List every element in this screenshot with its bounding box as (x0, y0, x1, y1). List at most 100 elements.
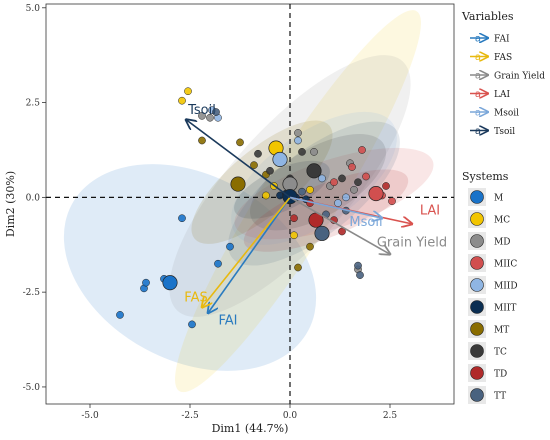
y-tick-label: 5.0 (26, 4, 41, 14)
legend-label: Msoil (494, 109, 519, 119)
point-tc (298, 148, 306, 156)
legend-item-grain-yield: a Grain Yield (470, 71, 545, 82)
legend-label: FAS (494, 53, 512, 63)
arrow-label-fas: FAS (184, 291, 207, 306)
centroid-miid (272, 151, 288, 168)
point-md (310, 148, 318, 156)
legend-key-point (470, 234, 484, 248)
y-tick-label: 2.5 (26, 99, 41, 109)
centroid-mt (230, 176, 246, 192)
arrow-fas (202, 196, 291, 307)
arrow-label-lai: LAI (420, 203, 440, 218)
point-tc (266, 166, 274, 175)
point-mc (178, 96, 186, 105)
legend-key-point (470, 212, 484, 226)
point-m (214, 259, 222, 268)
legend-label: MC (494, 216, 510, 226)
legend-item-mc: MC (468, 210, 510, 228)
arrow-label-tsoil: Tsoil (187, 103, 216, 118)
legend-item-md: MD (468, 232, 510, 250)
arrow-label-fai: FAI (218, 313, 237, 328)
legend-key-point (470, 278, 484, 292)
point-miic (358, 146, 366, 154)
point-td (338, 227, 346, 236)
axes: -5.0 -2.5 0.0 2.5 5.0 2.5 0.0 -2.5 -5.0 (23, 4, 398, 421)
legend-item-m: M (468, 188, 503, 206)
legend-label: MD (494, 238, 510, 248)
legend-label: Tsoil (494, 127, 515, 137)
point-md (206, 113, 214, 122)
legend-label: LAI (494, 90, 510, 100)
point-tt (356, 271, 364, 279)
legend-label: MIIT (494, 304, 516, 314)
legend-arrow-letter: a (475, 52, 481, 63)
arrow-label-grain-yield: Grain Yield (377, 236, 447, 251)
ellipse-miit (234, 160, 330, 219)
legend-key-point (470, 388, 484, 402)
arrow-fai (208, 196, 291, 313)
centroid-miic (368, 186, 384, 202)
systems-legend: Systems M MC MD MIIC MIID MIIT MT TC TD TT (462, 170, 518, 404)
legend-label: MIIC (494, 260, 517, 270)
legend-item-msoil: a Msoil (470, 108, 519, 119)
ellipse-miid (231, 111, 397, 245)
y-axis-title: Dim2 (30%) (4, 171, 17, 237)
legend-key-point (470, 190, 484, 204)
x-axis-title: Dim1 (44.7%) (212, 422, 289, 435)
legend-label: MT (494, 326, 509, 336)
legend-label: MIID (494, 282, 518, 292)
variables-legend: Variables a FAI a FAS a Grain Yield a LAI a Msoil… (461, 10, 545, 137)
legend-key-point (470, 366, 484, 380)
legend-item-td: TD (468, 364, 507, 382)
point-miic (348, 163, 356, 171)
arrow-msoil (289, 196, 382, 218)
point-tt (298, 187, 306, 196)
legend-label: TC (494, 348, 507, 358)
legend-key-point (470, 300, 484, 314)
point-miic (388, 197, 396, 206)
point-mt (294, 263, 302, 272)
legend-item-mt: MT (468, 320, 509, 338)
point-miid (318, 174, 326, 183)
x-tick-label: -2.5 (181, 411, 199, 421)
observation-points (116, 87, 396, 329)
legend-item-tc: TC (468, 342, 507, 360)
legend-key-point (470, 256, 484, 270)
point-m (116, 311, 124, 319)
point-tc (354, 178, 362, 187)
ellipse-m (63, 164, 317, 371)
point-mt (306, 242, 314, 251)
point-m (226, 242, 234, 251)
x-tick-label: 2.5 (383, 411, 398, 421)
legend-arrow-letter: a (475, 89, 481, 100)
legend-key-point (470, 344, 484, 358)
point-tc (254, 149, 262, 158)
variables-legend-title: Variables (461, 10, 514, 23)
point-md (350, 185, 358, 194)
point-td (382, 182, 390, 190)
panel-border (45, 3, 455, 405)
point-md (198, 111, 206, 120)
legend-arrow-letter: a (475, 108, 481, 119)
ellipse-miic (234, 147, 434, 240)
y-tick-label: 0.0 (26, 193, 41, 203)
point-mc (306, 185, 314, 194)
legend-label: M (494, 194, 503, 204)
legend-arrow-letter: a (475, 34, 481, 45)
point-tt (354, 261, 362, 270)
centroid-tt (314, 225, 330, 241)
legend-item-fai: a FAI (470, 34, 510, 45)
arrow-tsoil (186, 120, 291, 199)
arrow-label-msoil: Msoil (349, 215, 382, 230)
point-m (188, 320, 196, 329)
legend-arrow-letter: a (475, 71, 481, 82)
point-tc (338, 174, 346, 183)
arrow-grain-yield (289, 196, 390, 254)
legend-label: TD (494, 370, 507, 380)
point-mt (236, 138, 244, 147)
point-m (178, 214, 186, 223)
legend-label: TT (494, 392, 506, 402)
point-mc (290, 231, 298, 240)
y-tick-label: -2.5 (23, 288, 41, 298)
